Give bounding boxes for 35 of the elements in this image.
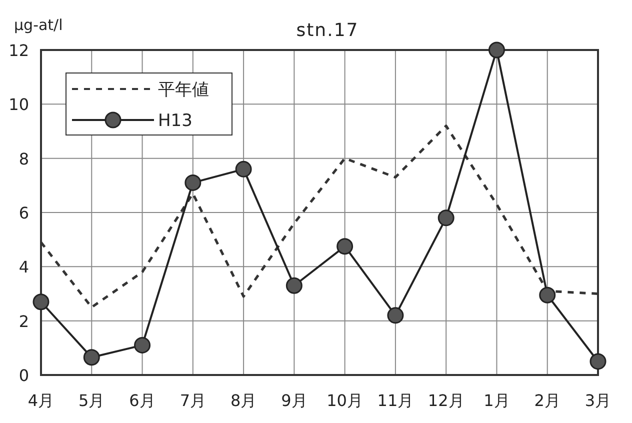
- x-tick-label: 6月: [129, 391, 156, 410]
- x-tick-label: 5月: [78, 391, 105, 410]
- x-tick-label: 10月: [326, 391, 363, 410]
- point: [83, 349, 100, 366]
- y-tick-label: 0: [18, 366, 29, 385]
- point: [32, 294, 50, 310]
- point: [438, 210, 454, 226]
- point: [134, 336, 151, 354]
- point: [235, 160, 252, 178]
- y-tick-label: 4: [18, 258, 29, 277]
- x-tick-label: 2月: [534, 391, 560, 410]
- y-tick-label: 10: [8, 95, 29, 114]
- y-tick-label: 6: [18, 204, 29, 222]
- point: [590, 353, 606, 370]
- x-tick-label: 9月: [281, 391, 308, 410]
- y-tick-label: 2: [18, 312, 29, 331]
- point: [387, 307, 404, 324]
- x-tick-label: 12月: [428, 391, 464, 410]
- x-tick-label: 8月: [230, 391, 257, 410]
- legend-label: H13: [158, 111, 192, 131]
- x-tick-label: 11月: [377, 391, 414, 410]
- point: [286, 277, 302, 294]
- point: [488, 42, 505, 58]
- x-tick-label: 7月: [180, 391, 206, 410]
- y-axis-title: μg-at/l: [14, 16, 63, 34]
- point: [184, 174, 202, 191]
- y-tick-label: 8: [18, 149, 29, 168]
- point: [539, 286, 556, 304]
- legend-label: 平年値: [158, 80, 209, 100]
- chart-title: stn.17: [296, 20, 359, 41]
- x-tick-label: 4月: [28, 391, 54, 410]
- x-tick-label: 1月: [484, 391, 510, 410]
- y-tick-label: 12: [8, 41, 29, 60]
- x-tick-label: 3月: [584, 391, 612, 410]
- point: [336, 238, 354, 255]
